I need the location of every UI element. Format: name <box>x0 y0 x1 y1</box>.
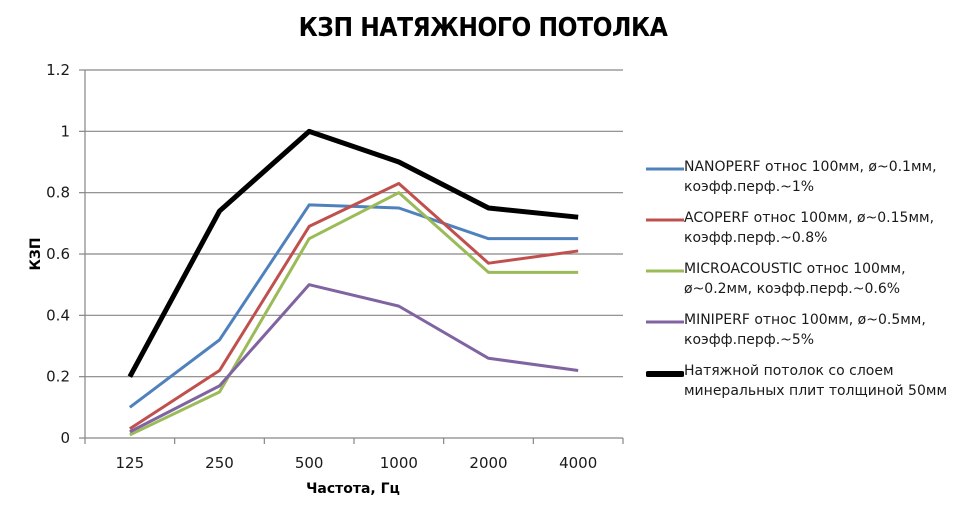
legend-label: ACOPERF относ 100мм, ø~0.15мм, коэфф.пер… <box>684 210 935 246</box>
legend-swatch-icon <box>646 269 684 273</box>
series-line <box>129 181 579 431</box>
gridlines <box>85 69 623 439</box>
series-line <box>129 283 579 434</box>
y-tick-label: 1 <box>60 122 70 140</box>
legend-item-miniperf: MINIPERF относ 100мм, ø~0.5мм, коэфф.пер… <box>646 310 966 350</box>
y-tick-label: 0.2 <box>46 368 70 386</box>
legend: NANOPERF относ 100мм, ø~0.1мм, коэфф.пер… <box>646 157 966 412</box>
y-axis-ticks: 0 0.2 0.4 0.6 0.8 1 1.2 <box>46 61 70 447</box>
y-axis-title: КЗП <box>28 237 44 270</box>
x-tick-label: 4000 <box>559 454 597 472</box>
axes <box>79 69 624 444</box>
legend-swatch-icon <box>646 371 684 377</box>
legend-label: Натяжной потолок со слоем минеральных пл… <box>684 363 947 399</box>
data-series <box>127 128 579 437</box>
x-tick-label: 500 <box>295 454 324 472</box>
x-tick-label: 125 <box>116 454 145 472</box>
y-tick-label: 0.8 <box>46 184 70 202</box>
y-tick-label: 0.4 <box>46 306 70 324</box>
legend-swatch-icon <box>646 320 684 324</box>
legend-label: MINIPERF относ 100мм, ø~0.5мм, коэфф.пер… <box>684 312 926 348</box>
legend-item-acoperf: ACOPERF относ 100мм, ø~0.15мм, коэфф.пер… <box>646 208 966 248</box>
legend-item-stretch-ceiling: Натяжной потолок со слоем минеральных пл… <box>646 361 966 401</box>
series-line <box>127 128 579 378</box>
legend-swatch-icon <box>646 167 684 171</box>
y-tick-label: 1.2 <box>46 61 70 79</box>
legend-label: MICROACOUSTIC относ 100мм, ø~0.2мм, коэф… <box>684 261 906 297</box>
y-tick-label: 0 <box>60 429 70 447</box>
x-tick-label: 250 <box>205 454 234 472</box>
series-line <box>129 191 579 437</box>
x-axis-title: Частота, Гц <box>306 481 400 497</box>
legend-label: NANOPERF относ 100мм, ø~0.1мм, коэфф.пер… <box>684 159 937 195</box>
legend-item-nanoperf: NANOPERF относ 100мм, ø~0.1мм, коэфф.пер… <box>646 157 966 197</box>
chart-title: КЗП НАТЯЖНОГО ПОТОЛКА <box>298 13 668 43</box>
y-tick-label: 0.6 <box>46 245 70 263</box>
x-tick-label: 2000 <box>469 454 507 472</box>
legend-swatch-icon <box>646 218 684 222</box>
x-tick-label: 1000 <box>380 454 418 472</box>
legend-item-microacoustic: MICROACOUSTIC относ 100мм, ø~0.2мм, коэф… <box>646 259 966 299</box>
x-axis-ticks: 125 250 500 1000 2000 4000 <box>116 454 598 472</box>
